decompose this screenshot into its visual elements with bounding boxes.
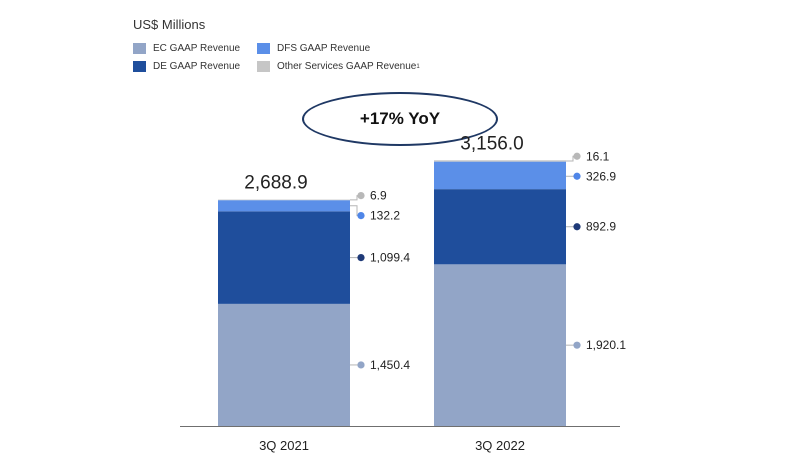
legend-item-ec: EC GAAP Revenue	[133, 43, 240, 54]
bar-segment-0-3	[218, 199, 350, 201]
data-label-1-2: 326.9	[586, 169, 616, 183]
total-label-1: 3,156.0	[460, 133, 523, 154]
data-label-1-1: 892.9	[586, 220, 616, 234]
legend-label-ec: EC GAAP Revenue	[153, 43, 241, 54]
data-label-0-1: 1,099.4	[370, 251, 410, 265]
legend-label-de: DE GAAP Revenue	[153, 61, 241, 72]
data-dot-1-1	[573, 223, 581, 231]
data-dot-1-0	[573, 341, 581, 349]
legend-item-dfs: DFS GAAP Revenue	[257, 43, 370, 54]
data-label-0-0: 1,450.4	[370, 358, 410, 372]
bar-segment-1-0	[434, 264, 566, 426]
yoy-callout: +17% YoY	[302, 92, 498, 146]
total-label-0: 2,688.9	[244, 173, 307, 194]
legend-label-other: Other Services GAAP Revenue	[277, 61, 417, 72]
bar-segment-0-1	[218, 211, 350, 304]
data-label-1-3: 16.1	[586, 149, 610, 163]
bar-segment-0-0	[218, 303, 350, 426]
bar-segment-0-2	[218, 200, 350, 212]
bar-segment-1-3	[434, 160, 566, 162]
legend-footnote-marker: 1	[416, 63, 420, 70]
legend-item-other: Other Services GAAP Revenue 1	[257, 61, 420, 72]
data-dot-1-3	[573, 152, 581, 160]
data-dot-0-0	[357, 361, 365, 369]
data-label-1-0: 1,920.1	[586, 338, 626, 352]
data-dot-1-2	[573, 172, 581, 180]
data-label-0-2: 132.2	[370, 209, 400, 223]
unit-label: US$ Millions	[133, 17, 206, 32]
category-label-1: 3Q 2022	[475, 438, 525, 453]
legend-swatch-other	[257, 61, 270, 72]
category-label-0: 3Q 2021	[259, 438, 309, 453]
bar-segment-1-2	[434, 161, 566, 190]
data-dot-0-1	[357, 253, 365, 262]
data-dot-0-3	[357, 191, 365, 200]
legend-swatch-dfs	[257, 43, 270, 54]
yoy-callout-text: +17% YoY	[359, 109, 441, 128]
legend-swatch-de	[133, 61, 146, 72]
data-dot-0-2	[357, 211, 365, 220]
legend-item-de: DE GAAP Revenue	[133, 61, 240, 72]
bar-segment-1-1	[434, 189, 566, 265]
legend-label-dfs: DFS GAAP Revenue	[277, 43, 371, 54]
data-label-0-3: 6.9	[370, 189, 387, 203]
legend-swatch-ec	[133, 43, 146, 54]
